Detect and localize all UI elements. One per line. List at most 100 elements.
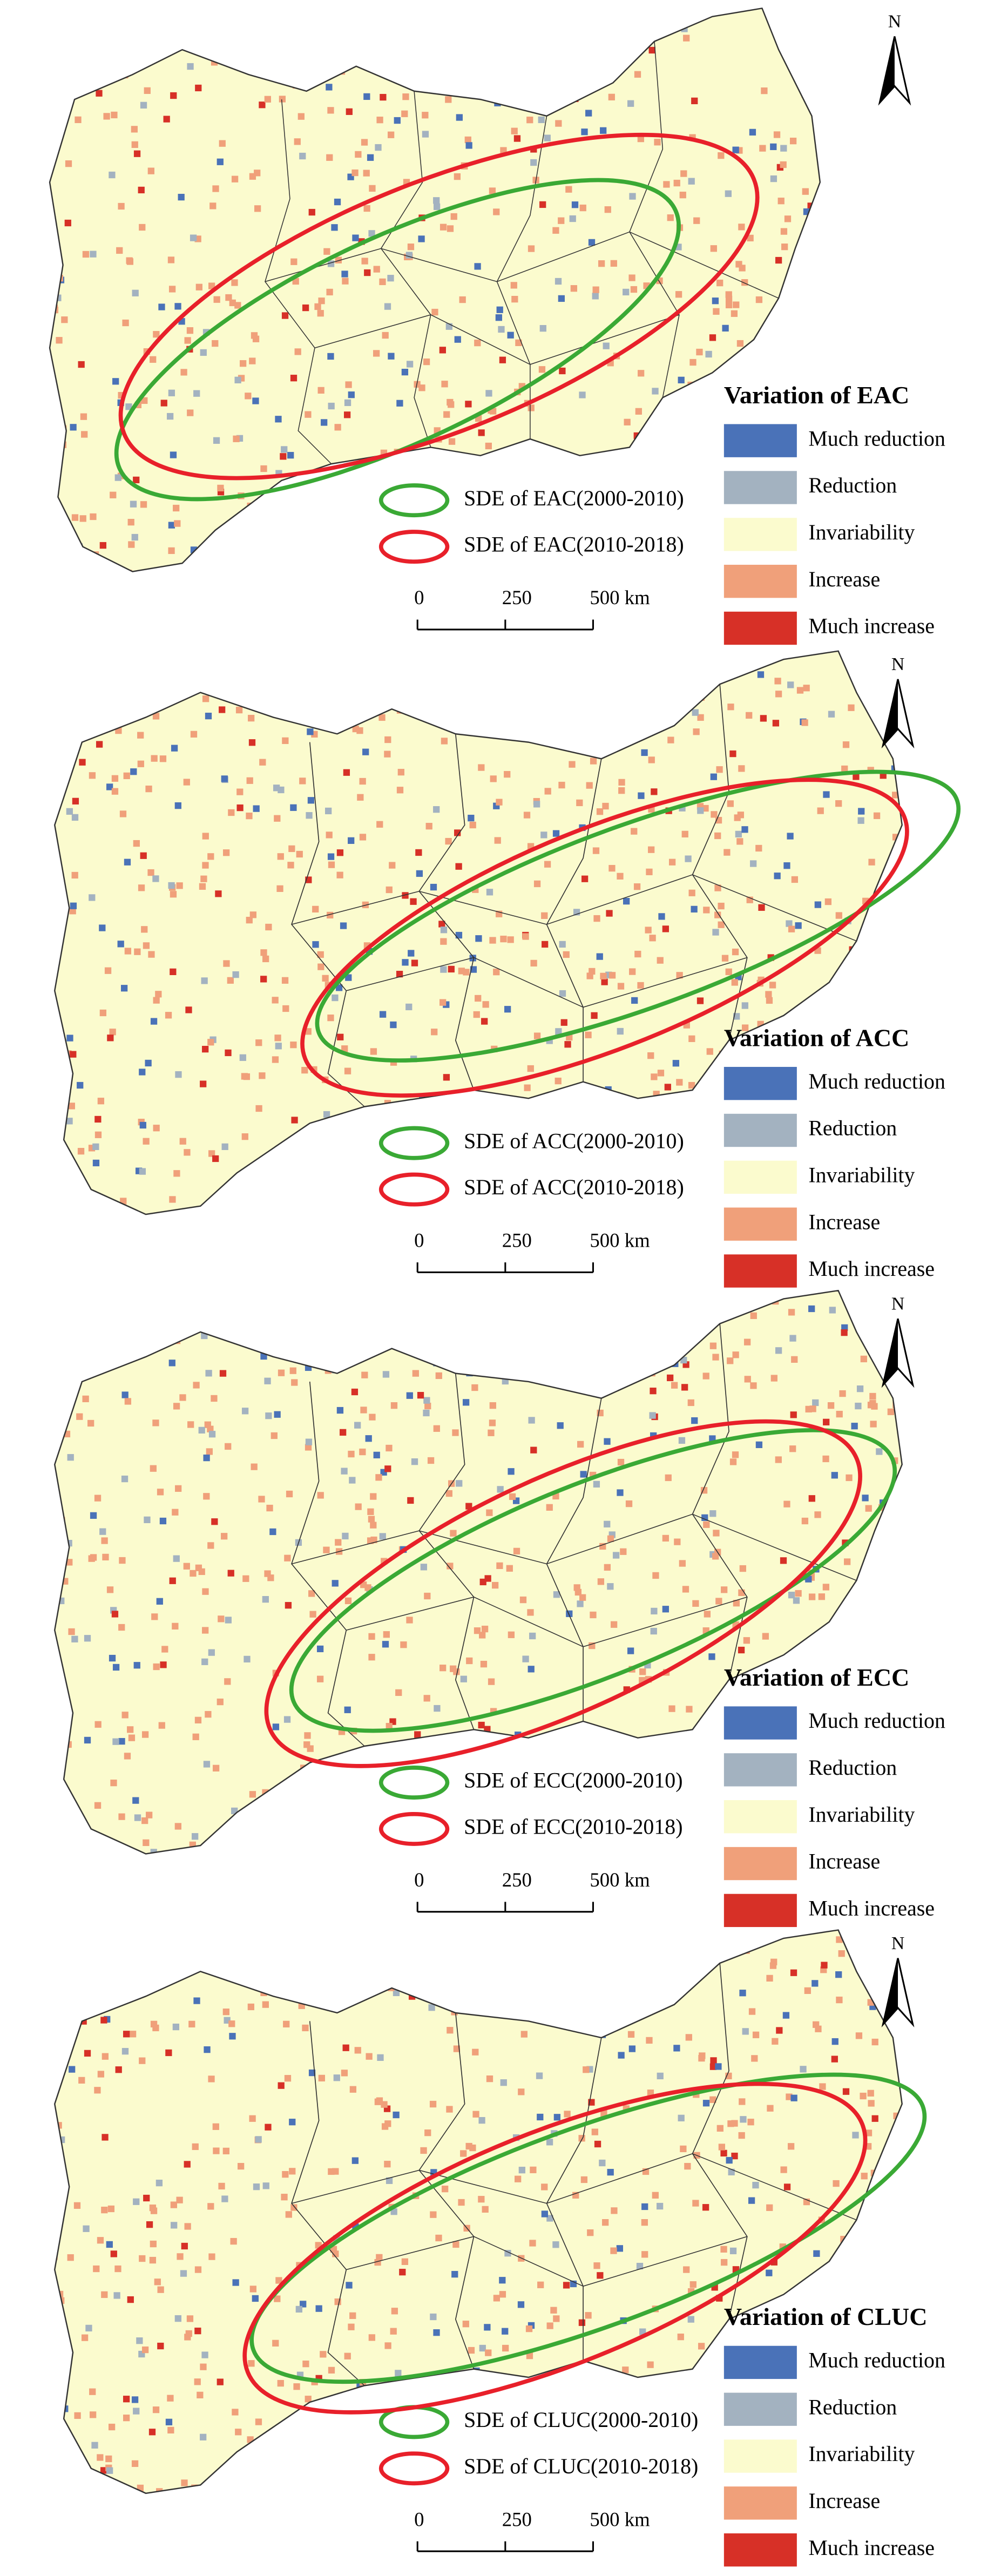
- pixel: [167, 2395, 174, 2402]
- pixel: [158, 303, 165, 310]
- pixel: [815, 2025, 822, 2032]
- pixel: [193, 390, 200, 397]
- pixel: [443, 411, 450, 418]
- pixel: [544, 32, 551, 39]
- pixel: [465, 142, 472, 149]
- pixel: [862, 192, 868, 198]
- pixel: [499, 2291, 506, 2298]
- pixel: [221, 775, 228, 782]
- pixel: [577, 1355, 584, 1362]
- pixel: [400, 1641, 407, 1648]
- pixel: [448, 401, 455, 408]
- pixel: [769, 1962, 777, 1969]
- pixel: [788, 925, 795, 932]
- pixel: [583, 1344, 590, 1351]
- pixel: [478, 1721, 485, 1729]
- pixel: [448, 2377, 455, 2384]
- pixel: [386, 2416, 393, 2423]
- pixel: [433, 806, 440, 813]
- pixel: [478, 429, 485, 436]
- pixel: [759, 145, 766, 152]
- pixel: [331, 224, 338, 231]
- pixel: [119, 1557, 126, 1564]
- pixel: [617, 1458, 625, 1466]
- pixel: [281, 446, 288, 453]
- pixel: [871, 2038, 878, 2046]
- pixel: [76, 1413, 83, 1420]
- pixel: [133, 1662, 140, 1669]
- pixel: [447, 55, 455, 62]
- pixel: [410, 671, 417, 678]
- pixel: [738, 1646, 745, 1654]
- pixel: [359, 777, 366, 785]
- pixel: [408, 950, 415, 957]
- pixel: [209, 202, 217, 209]
- legend-swatch: [723, 2486, 797, 2520]
- pixel: [741, 1024, 749, 1031]
- pixel: [179, 1138, 186, 1145]
- pixel: [406, 361, 414, 368]
- pixel: [546, 2215, 553, 2222]
- pixel: [583, 2066, 590, 2073]
- pixel: [320, 2351, 327, 2358]
- pixel: [841, 32, 847, 38]
- pixel: [678, 1437, 686, 1444]
- pixel: [208, 2075, 215, 2083]
- region-border: [54, 1929, 903, 2494]
- pixel: [524, 1084, 531, 1091]
- pixel: [370, 1493, 377, 1500]
- pixel: [796, 11, 803, 18]
- pixel: [812, 1980, 819, 1987]
- pixel: [585, 672, 593, 679]
- pixel: [158, 1930, 166, 1938]
- pixel: [395, 1689, 402, 1696]
- pixel: [422, 1108, 429, 1115]
- pixel: [169, 1196, 176, 1203]
- pixel: [905, 674, 912, 681]
- pixel: [327, 853, 335, 860]
- pixel: [249, 2115, 256, 2122]
- pixel: [88, 1555, 95, 1562]
- pixel: [835, 984, 843, 992]
- pixel: [547, 40, 555, 47]
- pixel: [196, 562, 203, 569]
- pixel: [187, 1421, 194, 1428]
- pixel: [106, 783, 113, 790]
- pixel: [664, 479, 671, 486]
- pixel: [146, 1811, 153, 1818]
- pixel: [683, 2266, 690, 2273]
- pixel: [362, 748, 369, 755]
- pixel: [545, 43, 552, 50]
- pixel: [526, 117, 533, 124]
- pixel: [140, 852, 147, 859]
- pixel: [151, 28, 158, 35]
- pixel: [723, 849, 731, 856]
- pixel: [64, 1159, 72, 1166]
- pixel: [327, 911, 334, 919]
- pixel: [411, 1458, 418, 1465]
- pixel: [71, 871, 78, 879]
- pixel: [413, 1207, 420, 1214]
- pixel: [604, 1520, 611, 1527]
- pixel: [739, 2098, 746, 2105]
- pixel: [693, 1822, 700, 1829]
- pixel: [822, 1584, 830, 1591]
- pixel: [289, 1367, 296, 1374]
- pixel: [367, 1508, 374, 1515]
- pixel: [475, 935, 482, 942]
- pixel: [864, 2233, 871, 2241]
- pixel: [395, 2370, 402, 2377]
- pixel: [96, 90, 103, 97]
- pixel: [230, 2237, 237, 2245]
- pixel: [231, 279, 238, 286]
- pixel: [544, 134, 551, 141]
- pixel: [908, 693, 915, 700]
- pixel: [681, 1384, 688, 1391]
- pixel: [74, 2412, 81, 2419]
- pixel: [124, 858, 131, 866]
- pixel: [276, 885, 283, 892]
- pixel: [637, 717, 644, 725]
- pixel: [92, 1930, 99, 1938]
- pixel: [55, 2349, 59, 2356]
